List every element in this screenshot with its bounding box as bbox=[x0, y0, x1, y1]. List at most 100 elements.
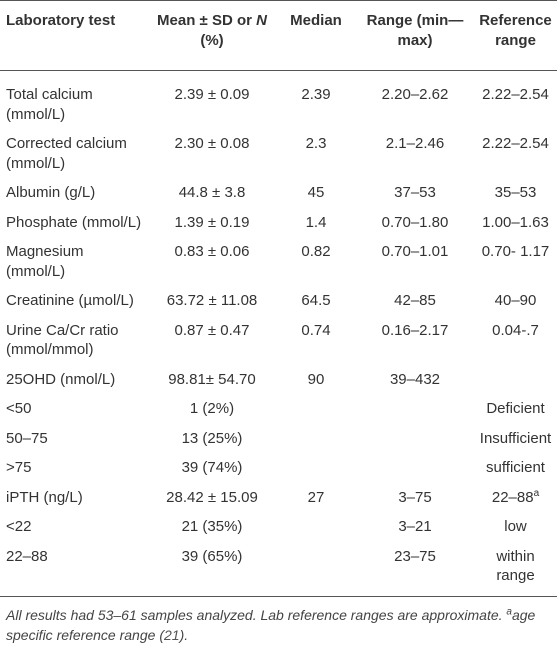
header-text: Mean ± SD or bbox=[157, 12, 257, 29]
data-cell: 39 (65%) bbox=[181, 547, 243, 565]
cell-sup: a bbox=[533, 487, 540, 499]
data-cell: 0.82 bbox=[301, 243, 331, 260]
data-cell: 64.5 bbox=[301, 292, 331, 309]
row-label: 22–88 bbox=[6, 547, 48, 565]
header-row: Laboratory test Mean ± SD or N (%) Median R… bbox=[0, 0, 557, 71]
data-cell bbox=[276, 453, 356, 483]
data-cell: 2.22–2.54 bbox=[482, 135, 549, 152]
table-header: Laboratory test Mean ± SD or N (%) Median R… bbox=[0, 0, 557, 71]
row-label: 50–75 bbox=[6, 429, 48, 447]
data-cell: Insufficient bbox=[479, 429, 552, 447]
data-cell bbox=[474, 365, 557, 395]
row-label: Total calcium (mmol/L) bbox=[6, 86, 93, 123]
row-label: Urine Ca/Cr ratio (mmol/mmol) bbox=[6, 321, 119, 359]
data-cell: 2.39 bbox=[301, 86, 331, 103]
table-row: <50 1 (2%) Deficient bbox=[0, 394, 557, 424]
lab-table: Laboratory test Mean ± SD or N (%) Median R… bbox=[0, 0, 557, 597]
data-cell: 13 (25%) bbox=[181, 429, 243, 447]
table-body: Total calcium (mmol/L) 2.39 ± 0.09 2.39 2.2… bbox=[0, 71, 557, 597]
table-row: >75 39 (74%) sufficient bbox=[0, 453, 557, 483]
table-row: Urine Ca/Cr ratio (mmol/mmol) 0.87 ± 0.47… bbox=[0, 316, 557, 365]
data-cell: 28.42 ± 15.09 bbox=[166, 488, 258, 506]
table-row: Total calcium (mmol/L) 2.39 ± 0.09 2.39 2.2… bbox=[0, 71, 557, 130]
data-cell bbox=[356, 424, 474, 454]
row-label: Phosphate (mmol/L) bbox=[6, 213, 142, 231]
data-cell: 90 bbox=[307, 370, 325, 388]
data-cell: 37–53 bbox=[394, 184, 436, 201]
data-cell bbox=[356, 394, 474, 424]
row-label: Magnesium (mmol/L) bbox=[6, 243, 84, 280]
data-cell bbox=[356, 453, 474, 483]
data-cell bbox=[276, 394, 356, 424]
data-cell: 0.16–2.17 bbox=[381, 321, 449, 339]
table-row: 22–88 39 (65%) 23–75 within range bbox=[0, 542, 557, 597]
row-label: <22 bbox=[6, 518, 32, 535]
table-row: iPTH (ng/L) 28.42 ± 15.09 27 3–75 22–88a bbox=[0, 483, 557, 513]
header-cell: Mean ± SD or N (%) bbox=[148, 1, 276, 71]
header-text: (%) bbox=[200, 31, 224, 49]
data-cell: 1.39 ± 0.19 bbox=[174, 213, 250, 231]
footnote-text: All results had 53–61 samples analyzed. … bbox=[6, 606, 507, 623]
data-cell: 3–75 bbox=[398, 488, 432, 506]
data-cell: low bbox=[504, 518, 527, 535]
data-cell: 39–432 bbox=[389, 370, 441, 388]
footnote-end: ). bbox=[179, 626, 189, 643]
data-cell: 2.1–2.46 bbox=[385, 135, 445, 152]
data-cell: 42–85 bbox=[394, 292, 436, 309]
data-cell: 0.70–1.01 bbox=[381, 243, 449, 260]
table-row: Phosphate (mmol/L) 1.39 ± 0.19 1.4 0.70–1.8… bbox=[0, 208, 557, 238]
row-label: <50 bbox=[6, 400, 32, 417]
data-cell: 21 (35%) bbox=[181, 518, 243, 535]
table-row: Corrected calcium (mmol/L) 2.30 ± 0.08 2.3… bbox=[0, 129, 557, 178]
data-cell: Deficient bbox=[486, 400, 545, 417]
row-label: Albumin (g/L) bbox=[6, 184, 96, 201]
row-label: Creatinine (µmol/L) bbox=[6, 292, 134, 309]
table-row: Creatinine (µmol/L) 63.72 ± 11.08 64.5 42–8… bbox=[0, 286, 557, 316]
data-cell: 22–88a bbox=[474, 483, 557, 513]
data-cell bbox=[276, 512, 356, 542]
row-label: iPTH (ng/L) bbox=[6, 488, 83, 506]
data-cell: 2.30 ± 0.08 bbox=[174, 135, 250, 152]
reference-link[interactable]: 21 bbox=[163, 626, 180, 643]
header-cell: Range (min—max) bbox=[366, 12, 464, 49]
header-cell: Laboratory test bbox=[6, 12, 116, 29]
data-cell: 0.83 ± 0.06 bbox=[174, 243, 250, 260]
data-cell: 35–53 bbox=[494, 184, 537, 201]
footnote-sup: a bbox=[506, 605, 512, 617]
header-cell: Median bbox=[290, 12, 342, 29]
table-row: 50–75 13 (25%) Insufficient bbox=[0, 424, 557, 454]
data-cell: within range bbox=[496, 547, 535, 585]
data-cell: 63.72 ± 11.08 bbox=[166, 292, 258, 309]
row-label: 25OHD (nmol/L) bbox=[6, 370, 116, 388]
table-row: Magnesium (mmol/L) 0.83 ± 0.06 0.82 0.70–1.… bbox=[0, 237, 557, 286]
data-cell: 1.4 bbox=[305, 213, 327, 231]
cell-text: 22–88 bbox=[491, 488, 534, 506]
data-cell bbox=[276, 542, 356, 597]
data-cell: 45 bbox=[307, 184, 325, 201]
table-row: <22 21 (35%) 3–21 low bbox=[0, 512, 557, 542]
header-cell: Reference range bbox=[479, 12, 552, 49]
data-cell: 0.04-.7 bbox=[492, 321, 539, 339]
data-cell: 1.00–1.63 bbox=[482, 213, 549, 231]
data-cell: 0.74 bbox=[301, 321, 331, 339]
data-cell: 2.20–2.62 bbox=[381, 86, 449, 103]
data-cell: sufficient bbox=[486, 459, 545, 476]
data-cell: 0.87 ± 0.47 bbox=[174, 321, 250, 339]
table-row: Albumin (g/L) 44.8 ± 3.8 45 37–53 35–53 bbox=[0, 178, 557, 208]
footnote: All results had 53–61 samples analyzed. … bbox=[0, 597, 557, 645]
row-label: >75 bbox=[6, 459, 32, 476]
data-cell: 44.8 ± 3.8 bbox=[178, 184, 246, 201]
data-cell: 27 bbox=[307, 488, 325, 506]
data-cell: 40–90 bbox=[494, 292, 537, 309]
data-cell: 0.70- 1.17 bbox=[481, 243, 550, 260]
header-italic: N bbox=[256, 12, 267, 29]
data-cell: 3–21 bbox=[398, 518, 432, 535]
data-cell: 0.70–1.80 bbox=[381, 213, 449, 231]
data-cell: 2.22–2.54 bbox=[482, 86, 549, 103]
row-label: Corrected calcium (mmol/L) bbox=[6, 135, 127, 172]
data-cell: 98.81± 54.70 bbox=[168, 370, 256, 388]
data-cell bbox=[276, 424, 356, 454]
data-cell: 2.39 ± 0.09 bbox=[174, 86, 250, 103]
table-row: 25OHD (nmol/L) 98.81± 54.70 90 39–432 bbox=[0, 365, 557, 395]
